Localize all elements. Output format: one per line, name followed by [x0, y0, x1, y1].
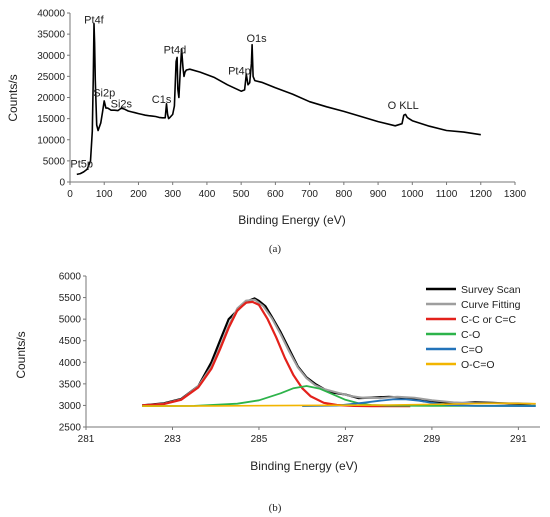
panel-a-spectrum-line — [76, 22, 481, 176]
panel-a-x-tick-label: 1000 — [401, 189, 424, 200]
legend-entry: O-C=O — [461, 359, 495, 371]
panel-b-x-axis-title: Binding Energy (eV) — [250, 459, 357, 473]
panel-b-series-lines — [142, 297, 536, 408]
panel-a-x-tick-label: 1300 — [504, 189, 527, 200]
panel-a-x-tick-label: 400 — [199, 189, 216, 200]
panel-a-annotation: Pt4f — [84, 15, 105, 27]
legend-entry: C-C or C=C — [461, 314, 517, 326]
panel-a-annotation: O KLL — [388, 100, 419, 112]
panel-a-annotation: Pt4d — [164, 44, 187, 56]
panel-a-y-tick-label: 10000 — [37, 135, 65, 146]
panel-b-x-tick-label: 287 — [337, 434, 354, 445]
panel-a-y-tick-label: 0 — [59, 178, 65, 189]
panel-b-x-tick-label: 281 — [78, 434, 95, 445]
panel-a-x-tick-label: 600 — [267, 189, 284, 200]
panel-b-x-tick-label: 283 — [164, 434, 181, 445]
panel-b-legend: Survey Scan Curve Fitting C-C or C=C C-O C=O… — [426, 284, 521, 371]
panel-a-y-tick-label: 35000 — [37, 30, 65, 41]
panel-a-annotation: Pt4p — [228, 65, 251, 77]
panel-b-y-tick-labels: 2500 3000 3500 4000 4500 5000 5500 6000 — [59, 272, 86, 434]
panel-a-y-tick-label: 5000 — [43, 156, 66, 167]
panel-b-y-tick-label: 4000 — [59, 358, 82, 369]
legend-entry: C=O — [461, 344, 483, 356]
panel-a-x-tick-label: 800 — [336, 189, 353, 200]
panel-a-x-tick-label: 300 — [164, 189, 181, 200]
panel-b-x-tick-label: 289 — [424, 434, 441, 445]
legend-entry: Curve Fitting — [461, 299, 521, 311]
panel-a-x-tick-label: 200 — [130, 189, 147, 200]
panel-a-annotation: C1s — [152, 94, 172, 106]
panel-a-x-tick-label: 0 — [67, 189, 73, 200]
panel-a-annotation: Si2s — [111, 98, 133, 110]
panel-b-y-tick-label: 3500 — [59, 379, 82, 390]
panel-b-x-tick-label: 285 — [251, 434, 268, 445]
legend-entry: C-O — [461, 329, 480, 341]
panel-b-axes — [85, 276, 540, 428]
panel-a-label: (a) — [269, 243, 282, 255]
panel-b-y-tick-label: 3000 — [59, 401, 82, 412]
panel-a-x-tick-label: 500 — [233, 189, 250, 200]
panel-a-annotation: Pt5p — [70, 159, 93, 171]
panel-a-annotation: O1s — [246, 33, 267, 45]
panel-a-x-tick-label: 700 — [301, 189, 318, 200]
panel-b-x-tick-label: 291 — [510, 434, 527, 445]
panel-b-series-line-c-o — [302, 398, 536, 407]
panel-b-y-axis-title: Counts/s — [14, 331, 28, 378]
panel-b-x-tick-labels: 281 283 285 287 289 291 — [78, 427, 527, 445]
panel-a-y-tick-label: 15000 — [37, 114, 65, 125]
panel-b-series-line-c-c-or-c-c — [142, 300, 411, 408]
panel-a-x-tick-label: 1100 — [436, 189, 458, 200]
panel-a-x-tick-label: 1200 — [470, 189, 493, 200]
panel-a-axes — [69, 13, 515, 183]
panel-a-x-tick-labels: 0 100 200 300 400 500 600 700 800 900 1000 1100 1200… — [67, 182, 527, 200]
panel-a-annotation: Si2p — [93, 88, 115, 100]
panel-a-y-tick-label: 25000 — [37, 72, 65, 83]
panel-a-y-tick-labels: 0 5000 10000 15000 20000 25000 30000 35000 40000 — [37, 9, 70, 189]
panel-b-y-tick-label: 6000 — [59, 272, 82, 283]
panel-b-y-tick-label: 4500 — [59, 336, 82, 347]
panel-b-y-tick-label: 5000 — [59, 315, 82, 326]
panel-a-x-tick-label: 100 — [96, 189, 113, 200]
panel-a-survey-spectrum: 0500010000150002000025000300003500040000… — [6, 9, 527, 256]
panel-a-y-tick-label: 40000 — [37, 9, 65, 20]
panel-b-y-tick-label: 2500 — [59, 423, 82, 434]
panel-b-series-line-o-c-o — [142, 402, 536, 407]
legend-entry: Survey Scan — [461, 284, 521, 296]
panel-a-y-axis-title: Counts/s — [6, 74, 20, 121]
panel-b-y-tick-label: 5500 — [59, 293, 82, 304]
panel-a-x-axis-title: Binding Energy (eV) — [238, 213, 345, 227]
panel-b-label: (b) — [269, 502, 282, 514]
panel-b-series-line-c-o — [142, 385, 536, 407]
panel-a-x-tick-label: 900 — [370, 189, 387, 200]
panel-a-y-tick-label: 20000 — [37, 93, 65, 104]
panel-a-y-tick-label: 30000 — [37, 51, 65, 62]
